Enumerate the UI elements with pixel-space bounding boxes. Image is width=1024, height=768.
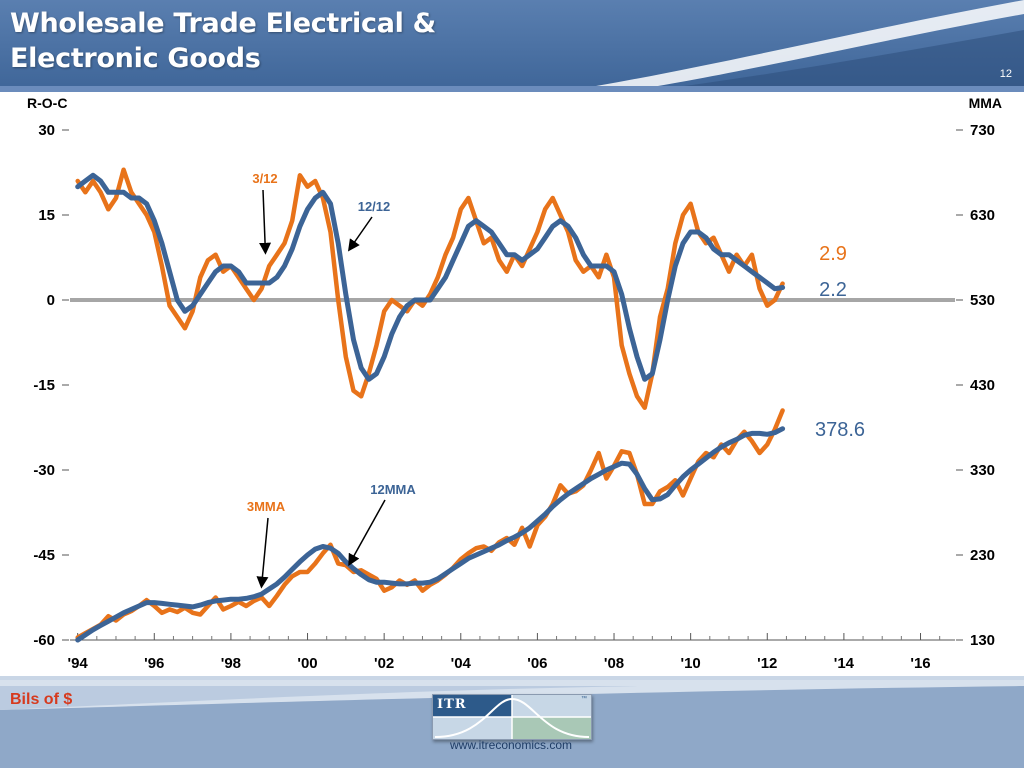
right-axis: 730 630 530 430 330 230 130: [956, 122, 995, 649]
right-tick-label: 130: [970, 632, 995, 649]
x-tick-label: '06: [527, 655, 547, 672]
x-tick-label: '94: [68, 655, 89, 672]
x-tick-label: '08: [604, 655, 624, 672]
left-axis: 30 15 0 -15 -30 -45 -60: [33, 122, 69, 649]
annotation-arrow-12mma: [348, 499, 386, 567]
left-tick-label: -30: [33, 462, 55, 479]
slide-title-line-1: Wholesale Trade Electrical &: [10, 8, 436, 39]
x-tick-label: '12: [757, 655, 777, 672]
left-tick-label: -60: [33, 632, 55, 649]
series-line-2: [75, 408, 785, 640]
annotations: 3/12 12/12 3MMA 12MMA: [247, 171, 416, 589]
x-tick-label: '04: [451, 655, 472, 672]
end-label-12mma: 378.6: [815, 419, 865, 441]
website-link[interactable]: www.itreconomics.com: [449, 738, 573, 752]
right-tick-label: 430: [970, 377, 995, 394]
left-tick-label: -15: [33, 377, 55, 394]
units-label: Bils of $: [10, 691, 73, 708]
series-line-1: [75, 172, 786, 382]
header-swoosh-decoration: [0, 0, 1024, 92]
series-line-3: [75, 426, 786, 643]
end-label-roc-3-12: 2.9: [819, 243, 847, 265]
x-tick-label: '10: [681, 655, 701, 672]
annotation-12mma: 12MMA: [370, 482, 416, 497]
chart: R-O-C MMA 30 15 0 -15 -30 -45 -60 730 630 530 430…: [27, 95, 1002, 672]
left-tick-label: 15: [38, 207, 55, 224]
annotation-3mma: 3MMA: [247, 499, 286, 514]
slide-footer: Bils of $ ITR ™ www.itreconomics.com: [0, 676, 1024, 768]
left-tick-label: -45: [33, 547, 55, 564]
left-axis-title: R-O-C: [27, 95, 67, 111]
right-tick-label: 230: [970, 547, 995, 564]
itr-logo[interactable]: ITR ™: [432, 694, 592, 740]
series-line-0: [75, 167, 785, 410]
logo-graphic: [433, 695, 591, 739]
x-tick-label: '16: [910, 655, 930, 672]
slide-header: Wholesale Trade Electrical & Electronic …: [0, 0, 1024, 92]
right-axis-title: MMA: [969, 95, 1002, 111]
end-value-labels: 2.9 2.2 378.6: [815, 243, 865, 441]
annotation-arrow-3-12: [259, 189, 272, 255]
annotation-12-12: 12/12: [358, 199, 391, 214]
x-tick-label: '14: [834, 655, 855, 672]
x-tick-label: '00: [297, 655, 317, 672]
x-axis: '94 '96 '98 '00 '02 '04 '06 '08 '10 '12 '14 '16: [68, 633, 955, 672]
logo-trademark: ™: [581, 696, 587, 702]
right-tick-label: 330: [970, 462, 995, 479]
right-tick-label: 730: [970, 122, 995, 139]
x-tick-label: '98: [221, 655, 241, 672]
end-label-roc-12-12: 2.2: [819, 279, 847, 301]
logo-text: ITR: [437, 697, 467, 712]
left-tick-label: 30: [38, 122, 55, 139]
x-tick-label: '02: [374, 655, 394, 672]
annotation-arrow-12-12: [347, 216, 373, 252]
annotation-3-12: 3/12: [252, 171, 277, 186]
slide-title-line-2: Electronic Goods: [10, 43, 261, 74]
right-tick-label: 630: [970, 207, 995, 224]
left-tick-label: 0: [47, 292, 55, 309]
x-tick-label: '96: [144, 655, 164, 672]
right-tick-label: 530: [970, 292, 995, 309]
slide-title: Wholesale Trade Electrical & Electronic …: [10, 6, 436, 76]
annotation-arrow-3mma: [256, 517, 269, 589]
series-lines: [75, 167, 786, 643]
slide-number: 12: [999, 68, 1012, 80]
